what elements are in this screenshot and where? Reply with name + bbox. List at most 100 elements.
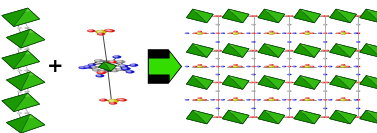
Circle shape — [346, 66, 350, 67]
Circle shape — [221, 66, 225, 67]
Circle shape — [233, 64, 238, 66]
Circle shape — [356, 108, 360, 109]
Circle shape — [121, 67, 131, 70]
Circle shape — [311, 66, 313, 67]
Circle shape — [224, 50, 229, 51]
Circle shape — [207, 50, 211, 51]
Polygon shape — [222, 44, 243, 57]
Circle shape — [216, 99, 220, 101]
Circle shape — [198, 99, 200, 100]
Circle shape — [224, 116, 229, 118]
Circle shape — [279, 15, 281, 16]
Circle shape — [357, 99, 359, 100]
Circle shape — [310, 32, 314, 34]
Circle shape — [109, 60, 117, 63]
Polygon shape — [186, 44, 207, 57]
Circle shape — [321, 116, 326, 118]
Circle shape — [292, 66, 297, 67]
Circle shape — [246, 32, 251, 34]
Circle shape — [251, 24, 256, 25]
Circle shape — [108, 30, 112, 31]
Circle shape — [325, 82, 329, 83]
Circle shape — [324, 41, 325, 42]
Circle shape — [24, 70, 29, 71]
Polygon shape — [336, 76, 357, 89]
Polygon shape — [336, 9, 342, 12]
Circle shape — [289, 50, 293, 51]
Circle shape — [264, 66, 269, 67]
Circle shape — [109, 61, 117, 63]
Circle shape — [288, 41, 290, 42]
Circle shape — [216, 74, 218, 75]
Circle shape — [251, 66, 256, 67]
Circle shape — [314, 82, 319, 83]
Circle shape — [101, 71, 104, 72]
Circle shape — [207, 82, 211, 83]
Circle shape — [89, 64, 92, 65]
Circle shape — [287, 108, 291, 109]
Polygon shape — [29, 29, 35, 33]
Circle shape — [333, 50, 334, 51]
Circle shape — [279, 82, 281, 83]
Circle shape — [287, 74, 291, 75]
Circle shape — [323, 24, 327, 25]
Polygon shape — [193, 110, 199, 113]
Circle shape — [321, 50, 326, 51]
Circle shape — [242, 50, 247, 51]
Circle shape — [364, 50, 366, 51]
Circle shape — [256, 99, 261, 101]
Circle shape — [233, 99, 236, 100]
Circle shape — [315, 82, 317, 83]
Polygon shape — [336, 44, 357, 57]
Circle shape — [285, 15, 290, 17]
Polygon shape — [193, 44, 199, 46]
Circle shape — [247, 66, 249, 67]
Circle shape — [292, 99, 297, 101]
Polygon shape — [294, 76, 314, 89]
Circle shape — [251, 108, 256, 109]
Circle shape — [288, 66, 290, 67]
Circle shape — [254, 50, 256, 51]
Circle shape — [216, 74, 220, 75]
Circle shape — [253, 116, 257, 118]
Circle shape — [328, 99, 333, 101]
Circle shape — [348, 116, 353, 118]
Circle shape — [109, 102, 117, 105]
Circle shape — [185, 32, 189, 34]
Circle shape — [214, 15, 218, 17]
Circle shape — [251, 32, 256, 34]
Circle shape — [336, 66, 340, 67]
Polygon shape — [25, 51, 31, 54]
Circle shape — [254, 15, 256, 16]
Circle shape — [218, 50, 220, 51]
Circle shape — [238, 99, 243, 101]
Circle shape — [18, 70, 20, 71]
Circle shape — [268, 65, 275, 68]
Circle shape — [297, 15, 299, 16]
Polygon shape — [104, 62, 116, 71]
Circle shape — [110, 69, 119, 72]
Circle shape — [116, 68, 124, 71]
Polygon shape — [228, 44, 249, 57]
Circle shape — [107, 29, 115, 32]
Circle shape — [238, 66, 243, 67]
Circle shape — [242, 116, 247, 118]
Polygon shape — [25, 93, 31, 97]
Circle shape — [196, 32, 203, 34]
Circle shape — [17, 48, 22, 50]
Circle shape — [357, 108, 359, 109]
Polygon shape — [193, 9, 199, 12]
Circle shape — [225, 15, 227, 16]
Polygon shape — [25, 8, 31, 12]
Circle shape — [83, 65, 93, 69]
Circle shape — [275, 99, 277, 100]
Circle shape — [108, 99, 118, 103]
Polygon shape — [14, 8, 40, 27]
Circle shape — [238, 32, 243, 34]
Circle shape — [341, 31, 345, 32]
Circle shape — [323, 74, 327, 75]
Circle shape — [116, 60, 126, 63]
Circle shape — [346, 66, 348, 67]
Circle shape — [285, 82, 290, 83]
Polygon shape — [336, 44, 342, 46]
